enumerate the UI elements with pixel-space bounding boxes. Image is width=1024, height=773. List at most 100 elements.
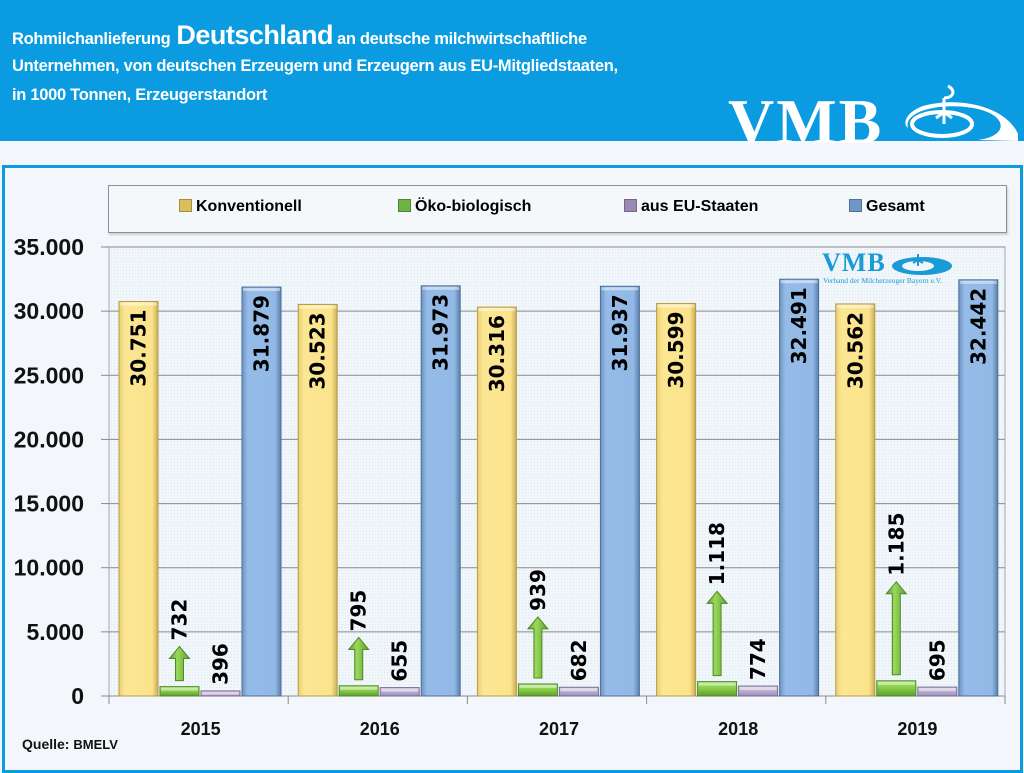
legend-label: Gesamt — [866, 198, 925, 215]
legend-swatch-gesamt — [849, 199, 862, 212]
bar-eu — [200, 690, 241, 697]
data-label: 32.491 — [787, 287, 811, 364]
data-label: 939 — [526, 569, 550, 611]
legend-item-eu: aus EU-Staaten — [624, 198, 758, 216]
data-label: 732 — [168, 599, 192, 641]
source-note: Quelle: BMELV — [22, 736, 118, 752]
source-name: BMELV — [73, 737, 118, 752]
bar-gesamt — [241, 286, 282, 697]
data-label: 396 — [209, 643, 233, 685]
bar-oeko — [517, 683, 558, 697]
growth-arrow-icon — [347, 636, 370, 681]
data-label: 30.316 — [485, 315, 509, 392]
bar-oeko-highlight — [877, 681, 915, 685]
data-label: 31.937 — [608, 294, 632, 371]
bar-gesamt-highlight — [601, 287, 639, 291]
bar-eu — [379, 687, 420, 697]
data-label: 30.751 — [127, 310, 151, 387]
legend-item-gesamt: Gesamt — [849, 198, 925, 216]
legend-swatch-konventionell — [179, 199, 192, 212]
bar-konventionell — [297, 303, 338, 697]
data-label: 774 — [746, 638, 770, 680]
y-tick-label: 30.000 — [14, 298, 84, 324]
bar-eu — [558, 686, 599, 697]
watermark-logo-icon — [892, 254, 952, 275]
y-tick-label: 20.000 — [14, 426, 84, 452]
header-banner: Rohmilchanlieferung Deutschland an deutsch… — [0, 0, 1024, 154]
legend-item-oeko: Öko-biologisch — [398, 198, 531, 216]
y-tick-label: 35.000 — [14, 234, 84, 260]
growth-arrow-icon — [168, 645, 191, 682]
data-label: 1.185 — [884, 512, 908, 575]
bar-oeko-highlight — [161, 687, 198, 691]
bar-eu-highlight — [381, 688, 419, 692]
bar-gesamt-highlight — [243, 288, 280, 292]
x-tick-label: 2019 — [897, 719, 937, 739]
bar-gesamt-highlight — [959, 280, 997, 284]
data-label: 1.118 — [705, 522, 729, 585]
title-line-3: in 1000 Tonnen, Erzeugerstandort — [12, 86, 268, 104]
bar-gesamt-highlight — [422, 286, 460, 290]
vmb-logo-text: VMB — [728, 86, 884, 157]
vmb-logo-icon — [905, 84, 1018, 141]
y-tick-label: 15.000 — [14, 491, 84, 517]
title-prefix: Rohmilchanlieferung — [12, 30, 171, 48]
bar-gesamt — [958, 279, 999, 697]
bar-eu — [738, 685, 779, 697]
data-label: 30.523 — [306, 312, 330, 389]
watermark-subtitle: Verband der Milcherzeuger Bayern e.V. — [823, 276, 942, 285]
bar-eu — [917, 686, 958, 697]
title-emphasis: Deutschland — [176, 20, 333, 50]
growth-arrows — [168, 580, 908, 682]
bar-konventionell — [835, 303, 876, 697]
y-tick-label: 25.000 — [14, 362, 84, 388]
y-tick-label: 5.000 — [26, 619, 84, 645]
bar-oeko-highlight — [698, 682, 736, 686]
data-label: 695 — [925, 639, 949, 681]
data-label: 31.879 — [250, 295, 274, 372]
bar-konventionell-highlight — [120, 302, 157, 306]
data-label: 30.599 — [664, 311, 688, 388]
legend-label: Öko-biologisch — [415, 198, 532, 215]
legend-label: Konventionell — [196, 198, 302, 215]
data-label: 31.973 — [429, 294, 453, 371]
bar-oeko-highlight — [340, 686, 378, 690]
bar-gesamt — [420, 285, 461, 697]
title-line-1: Rohmilchanlieferung Deutschland an deutsch… — [12, 20, 587, 51]
data-label: 655 — [388, 640, 412, 682]
title-line-2: Unternehmen, von deutschen Erzeugern und… — [12, 57, 618, 75]
data-label: 30.562 — [843, 312, 867, 389]
x-axis: 2015 2016 2017 2018 2019 — [108, 696, 1006, 739]
data-label: 795 — [347, 590, 371, 632]
bar-eu-highlight — [739, 687, 777, 691]
bars — [118, 278, 999, 697]
growth-arrow-icon — [526, 616, 549, 679]
watermark-logo-text: VMB — [822, 248, 886, 277]
title-suffix: an deutsche milchwirtschaftliche — [336, 30, 587, 48]
y-tick-label: 10.000 — [14, 555, 84, 581]
bar-oeko — [697, 681, 738, 697]
bar-konventionell — [118, 301, 159, 697]
bar-oeko — [876, 680, 917, 697]
bar-eu-highlight — [202, 691, 239, 695]
bar-eu-highlight — [918, 688, 956, 692]
x-tick-label: 2018 — [718, 719, 758, 739]
bar-konventionell-highlight — [836, 304, 874, 308]
bar-gesamt — [599, 285, 640, 697]
growth-arrow-icon — [885, 580, 908, 676]
bar-konventionell-highlight — [478, 308, 516, 312]
bar-oeko — [159, 686, 200, 697]
bar-oeko-highlight — [519, 684, 557, 688]
bar-eu-highlight — [560, 688, 598, 692]
x-tick-label: 2017 — [539, 719, 579, 739]
bar-oeko — [338, 685, 379, 697]
legend-item-konventionell: Konventionell — [179, 198, 302, 216]
data-labels: 30.751 732 396 31.879 30.523 795 655 31.973 30.3… — [127, 287, 991, 685]
legend-label: aus EU-Staaten — [641, 198, 759, 215]
bar-gesamt — [779, 278, 820, 697]
bar-konventionell — [476, 306, 517, 697]
bar-konventionell — [656, 302, 697, 697]
growth-arrow-icon — [706, 590, 729, 677]
legend-swatch-oeko — [398, 199, 411, 212]
